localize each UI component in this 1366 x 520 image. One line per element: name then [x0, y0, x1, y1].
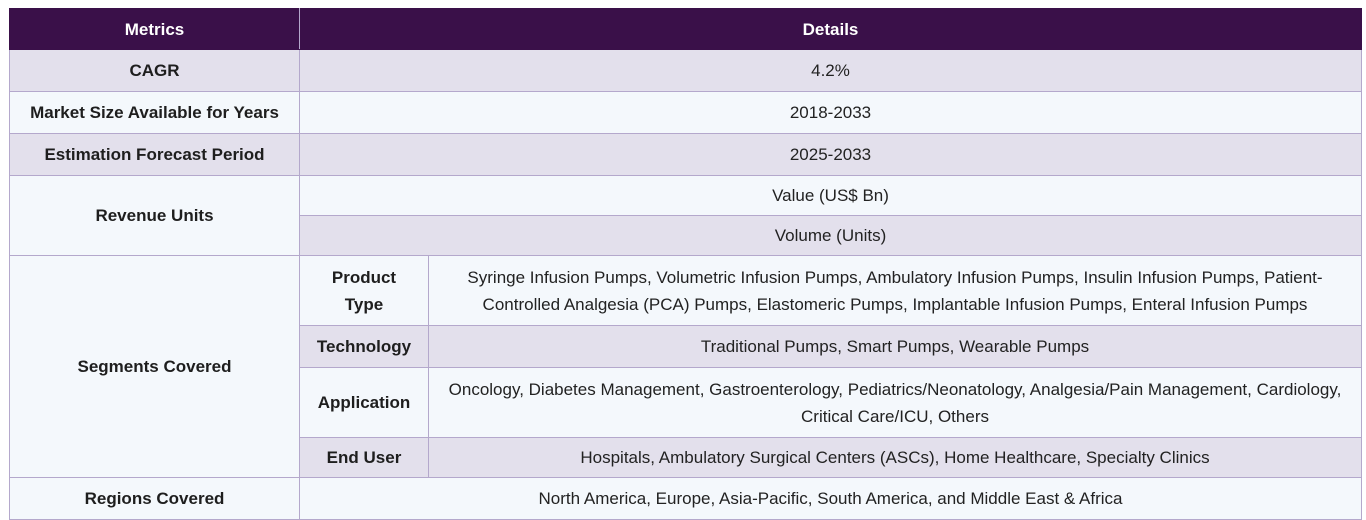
metric-label-forecast: Estimation Forecast Period: [9, 133, 300, 176]
metric-label-cagr: CAGR: [9, 49, 300, 92]
segment-value-technology: Traditional Pumps, Smart Pumps, Wearable…: [428, 325, 1362, 368]
table-header-row: Metrics Details: [9, 8, 1362, 50]
segment-value-end-user: Hospitals, Ambulatory Surgical Centers (…: [428, 437, 1362, 478]
segment-value-application: Oncology, Diabetes Management, Gastroent…: [428, 367, 1362, 438]
segment-label-product-type: Product Type: [299, 255, 429, 326]
segment-label-application: Application: [299, 367, 429, 438]
table-row-segment-product-type: Segments Covered Product Type Syringe In…: [9, 255, 1362, 478]
metric-label-revenue-units: Revenue Units: [9, 175, 300, 256]
detail-value-cagr: 4.2%: [299, 49, 1362, 92]
metrics-column-header: Metrics: [9, 8, 300, 50]
detail-value-revenue-value: Value (US$ Bn): [299, 175, 1362, 216]
detail-value-forecast: 2025-2033: [299, 133, 1362, 176]
table-row-segment-application: Application Oncology, Diabetes Managemen…: [10, 367, 1362, 438]
table-row-segment-end-user: End User Hospitals, Ambulatory Surgical …: [10, 437, 1362, 478]
report-scope-table: Metrics Details CAGR 4.2% Market Size Av…: [9, 8, 1362, 520]
table-row-revenue-volume: Volume (Units): [10, 215, 1362, 256]
detail-value-market-size: 2018-2033: [299, 91, 1362, 134]
details-column-header: Details: [299, 8, 1362, 50]
metric-label-segments: Segments Covered: [9, 255, 300, 478]
segment-label-end-user: End User: [299, 437, 429, 478]
table-row-segment-technology: Technology Traditional Pumps, Smart Pump…: [10, 325, 1362, 368]
detail-value-regions: North America, Europe, Asia-Pacific, Sou…: [299, 477, 1362, 520]
metric-label-regions: Regions Covered: [9, 477, 300, 520]
table-row-forecast: Estimation Forecast Period 2025-2033: [9, 133, 1362, 176]
segment-label-technology: Technology: [299, 325, 429, 368]
table-row-revenue-units: Revenue Units Value (US$ Bn): [9, 175, 1362, 256]
table-row-regions: Regions Covered North America, Europe, A…: [9, 477, 1362, 520]
metric-label-market-size: Market Size Available for Years: [9, 91, 300, 134]
table-row-cagr: CAGR 4.2%: [9, 49, 1362, 92]
table-row-market-size: Market Size Available for Years 2018-203…: [9, 91, 1362, 134]
segment-value-product-type: Syringe Infusion Pumps, Volumetric Infus…: [428, 255, 1362, 326]
detail-value-revenue-volume: Volume (Units): [299, 215, 1362, 256]
